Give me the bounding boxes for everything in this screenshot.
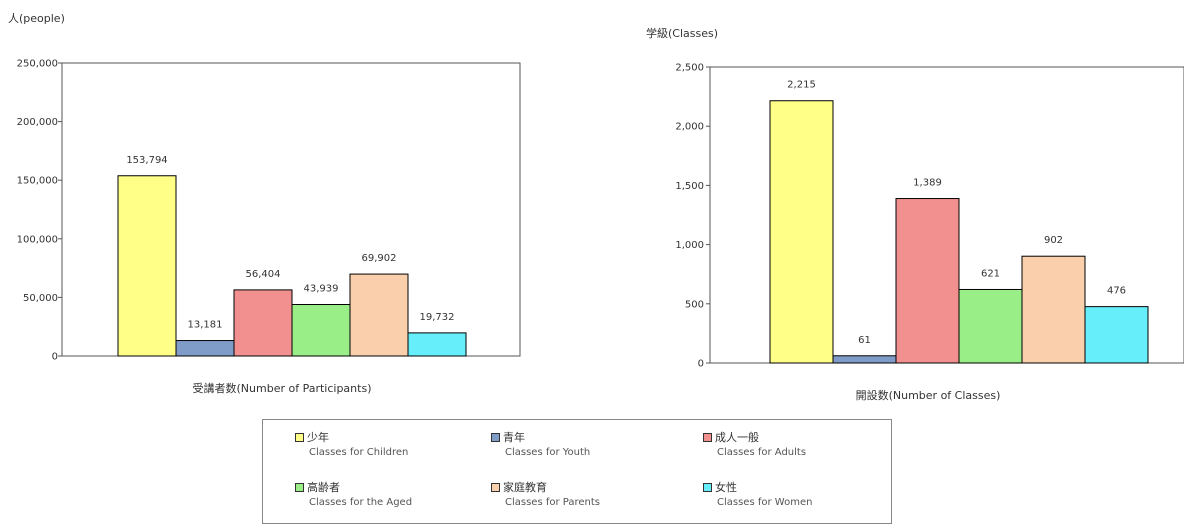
bar-aged [958, 288, 1023, 364]
y-tick-label: 50,000 [23, 293, 58, 304]
y-tick-label: 150,000 [17, 176, 58, 187]
data-label: 153,794 [126, 155, 167, 166]
legend-item: 家庭教育 Classes for Parents [491, 480, 691, 510]
bar-women [407, 332, 467, 357]
legend-item: 青年 Classes for Youth [491, 430, 691, 460]
data-label: 902 [1044, 235, 1063, 246]
x-axis-title: 開設数(Number of Classes) [856, 388, 1001, 402]
bar-adults [233, 289, 293, 357]
data-label: 1,389 [913, 178, 942, 189]
legend-label-en: Classes for Women [717, 497, 813, 508]
legend-swatch [491, 433, 500, 442]
legend-swatch [703, 483, 712, 492]
bar-parents [349, 273, 409, 357]
bar-parents [1021, 255, 1086, 364]
legend-label-en: Classes for Children [309, 447, 409, 458]
y-tick-label: 0 [52, 352, 58, 363]
legend-item-title: 高齢者 [295, 480, 495, 495]
y-tick-label: 500 [685, 299, 704, 310]
data-label: 621 [981, 268, 1000, 279]
data-label: 43,939 [304, 284, 339, 295]
x-axis-title: 受講者数(Number of Participants) [193, 381, 372, 395]
legend-label-en: Classes for Parents [505, 497, 600, 508]
legend-swatch [703, 433, 712, 442]
bar-youth [175, 340, 235, 357]
bar-adults [895, 198, 960, 364]
y-axis-unit-label: 学級(Classes) [646, 26, 718, 40]
data-label: 69,902 [362, 253, 397, 264]
legend-item: 女性 Classes for Women [703, 480, 903, 510]
legend-item-title: 成人一般 [703, 430, 903, 445]
bar-women [1084, 306, 1149, 364]
legend-label-jp: 少年 [307, 431, 329, 444]
legend-item-title: 家庭教育 [491, 480, 691, 495]
y-tick-label: 0 [698, 359, 704, 370]
legend-label-en: Classes for Adults [717, 447, 807, 458]
y-tick-label: 100,000 [17, 234, 58, 245]
bar-aged [291, 304, 351, 357]
legend-item-title: 青年 [491, 430, 691, 445]
legend-label-jp: 高齢者 [307, 481, 340, 494]
data-label: 19,732 [420, 312, 455, 323]
bar-children [117, 175, 177, 357]
legend-item-title: 女性 [703, 480, 903, 495]
legend-item: 少年 Classes for Children [295, 430, 495, 460]
y-tick-label: 2,000 [675, 122, 704, 133]
legend-label-en: Classes for the Aged [309, 497, 413, 508]
y-tick-label: 1,500 [675, 181, 704, 192]
legend-label-jp: 成人一般 [715, 431, 759, 444]
bar-youth [832, 355, 897, 364]
legend-swatch [295, 433, 304, 442]
legend-label-en: Classes for Youth [505, 447, 591, 458]
data-label: 13,181 [188, 320, 223, 331]
y-tick-label: 200,000 [17, 117, 58, 128]
y-tick-label: 2,500 [675, 63, 704, 74]
data-label: 476 [1107, 286, 1126, 297]
y-axis-unit-label: 人(people) [8, 12, 65, 25]
legend-swatch [295, 483, 304, 492]
legend-label-jp: 家庭教育 [503, 481, 547, 494]
y-tick-label: 1,000 [675, 240, 704, 251]
legend-label-jp: 女性 [715, 481, 737, 494]
legend-item: 高齢者 Classes for the Aged [295, 480, 495, 510]
bar-children [769, 100, 834, 364]
legend-item-title: 少年 [295, 430, 495, 445]
legend-swatch [491, 483, 500, 492]
data-label: 56,404 [246, 269, 281, 280]
legend-box: 少年 Classes for Children 青年 Classes for Yout… [262, 419, 892, 524]
data-label: 61 [858, 335, 871, 346]
data-label: 2,215 [787, 80, 816, 91]
legend-label-jp: 青年 [503, 431, 525, 444]
legend-item: 成人一般 Classes for Adults [703, 430, 903, 460]
y-tick-label: 250,000 [17, 59, 58, 70]
